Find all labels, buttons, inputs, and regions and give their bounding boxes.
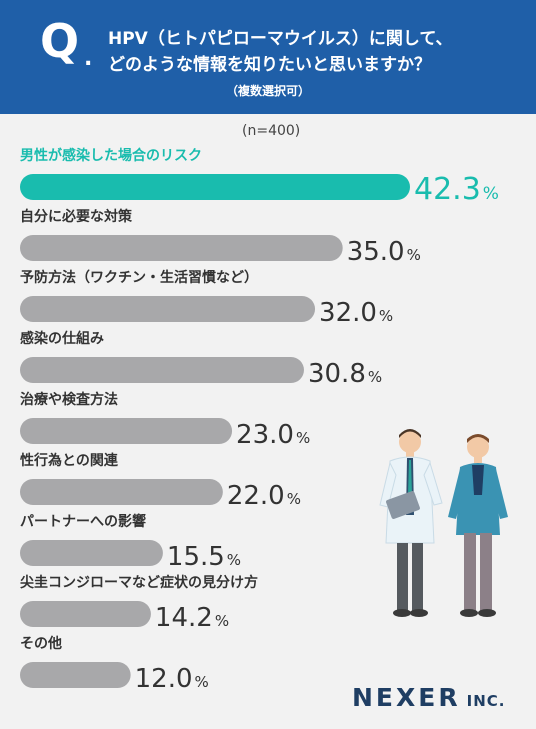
question-header: Q . HPV（ヒトパピローマウイルス）に関して、 どのような情報を知りたいと思… — [0, 0, 536, 114]
value-label: 15.5% — [167, 542, 241, 572]
value-label: 42.3% — [414, 172, 499, 207]
value-label: 12.0% — [135, 664, 209, 694]
patient-figure — [448, 434, 508, 617]
doctor-figure — [379, 429, 443, 617]
category-label: 性行為との関連 — [20, 452, 119, 469]
logo-main: NEXER — [352, 683, 461, 712]
category-label: パートナーへの影響 — [20, 513, 146, 530]
category-label: 男性が感染した場合のリスク — [20, 147, 202, 164]
nexer-logo: NEXER INC. — [352, 683, 505, 712]
value-label: 35.0% — [347, 237, 421, 267]
bar — [20, 601, 151, 627]
bar — [20, 174, 410, 200]
value-label: 14.2% — [155, 603, 229, 633]
value-label: 30.8% — [308, 359, 382, 389]
bar — [20, 296, 316, 322]
doctor-and-patient-illustration — [379, 429, 508, 617]
value-label: 23.0% — [236, 420, 310, 450]
question-line-2: どのような情報を知りたいと思いますか？ — [108, 55, 431, 75]
bar — [20, 235, 343, 261]
value-label: 22.0% — [227, 481, 301, 511]
category-label: 自分に必要な対策 — [20, 208, 133, 225]
q-mark: Q — [40, 14, 80, 68]
category-label: 予防方法（ワクチン・生活習慣など） — [20, 269, 258, 286]
category-label: その他 — [20, 635, 62, 652]
sample-size-label: (n=400) — [242, 123, 301, 139]
category-label: 治療や検査方法 — [20, 391, 118, 408]
bar — [20, 357, 304, 383]
category-label: 尖圭コンジローマなど症状の見分け方 — [20, 574, 258, 591]
bar — [20, 418, 233, 444]
bar — [20, 662, 131, 688]
category-label: 感染の仕組み — [20, 330, 104, 347]
value-label: 32.0% — [319, 298, 393, 328]
bar — [20, 540, 163, 566]
logo-inc: INC. — [466, 692, 506, 710]
q-dot: . — [84, 46, 93, 71]
question-note: （複数選択可） — [225, 84, 310, 98]
question-line-1: HPV（ヒトパピローマウイルス）に関して、 — [108, 29, 453, 49]
bar — [20, 479, 223, 505]
